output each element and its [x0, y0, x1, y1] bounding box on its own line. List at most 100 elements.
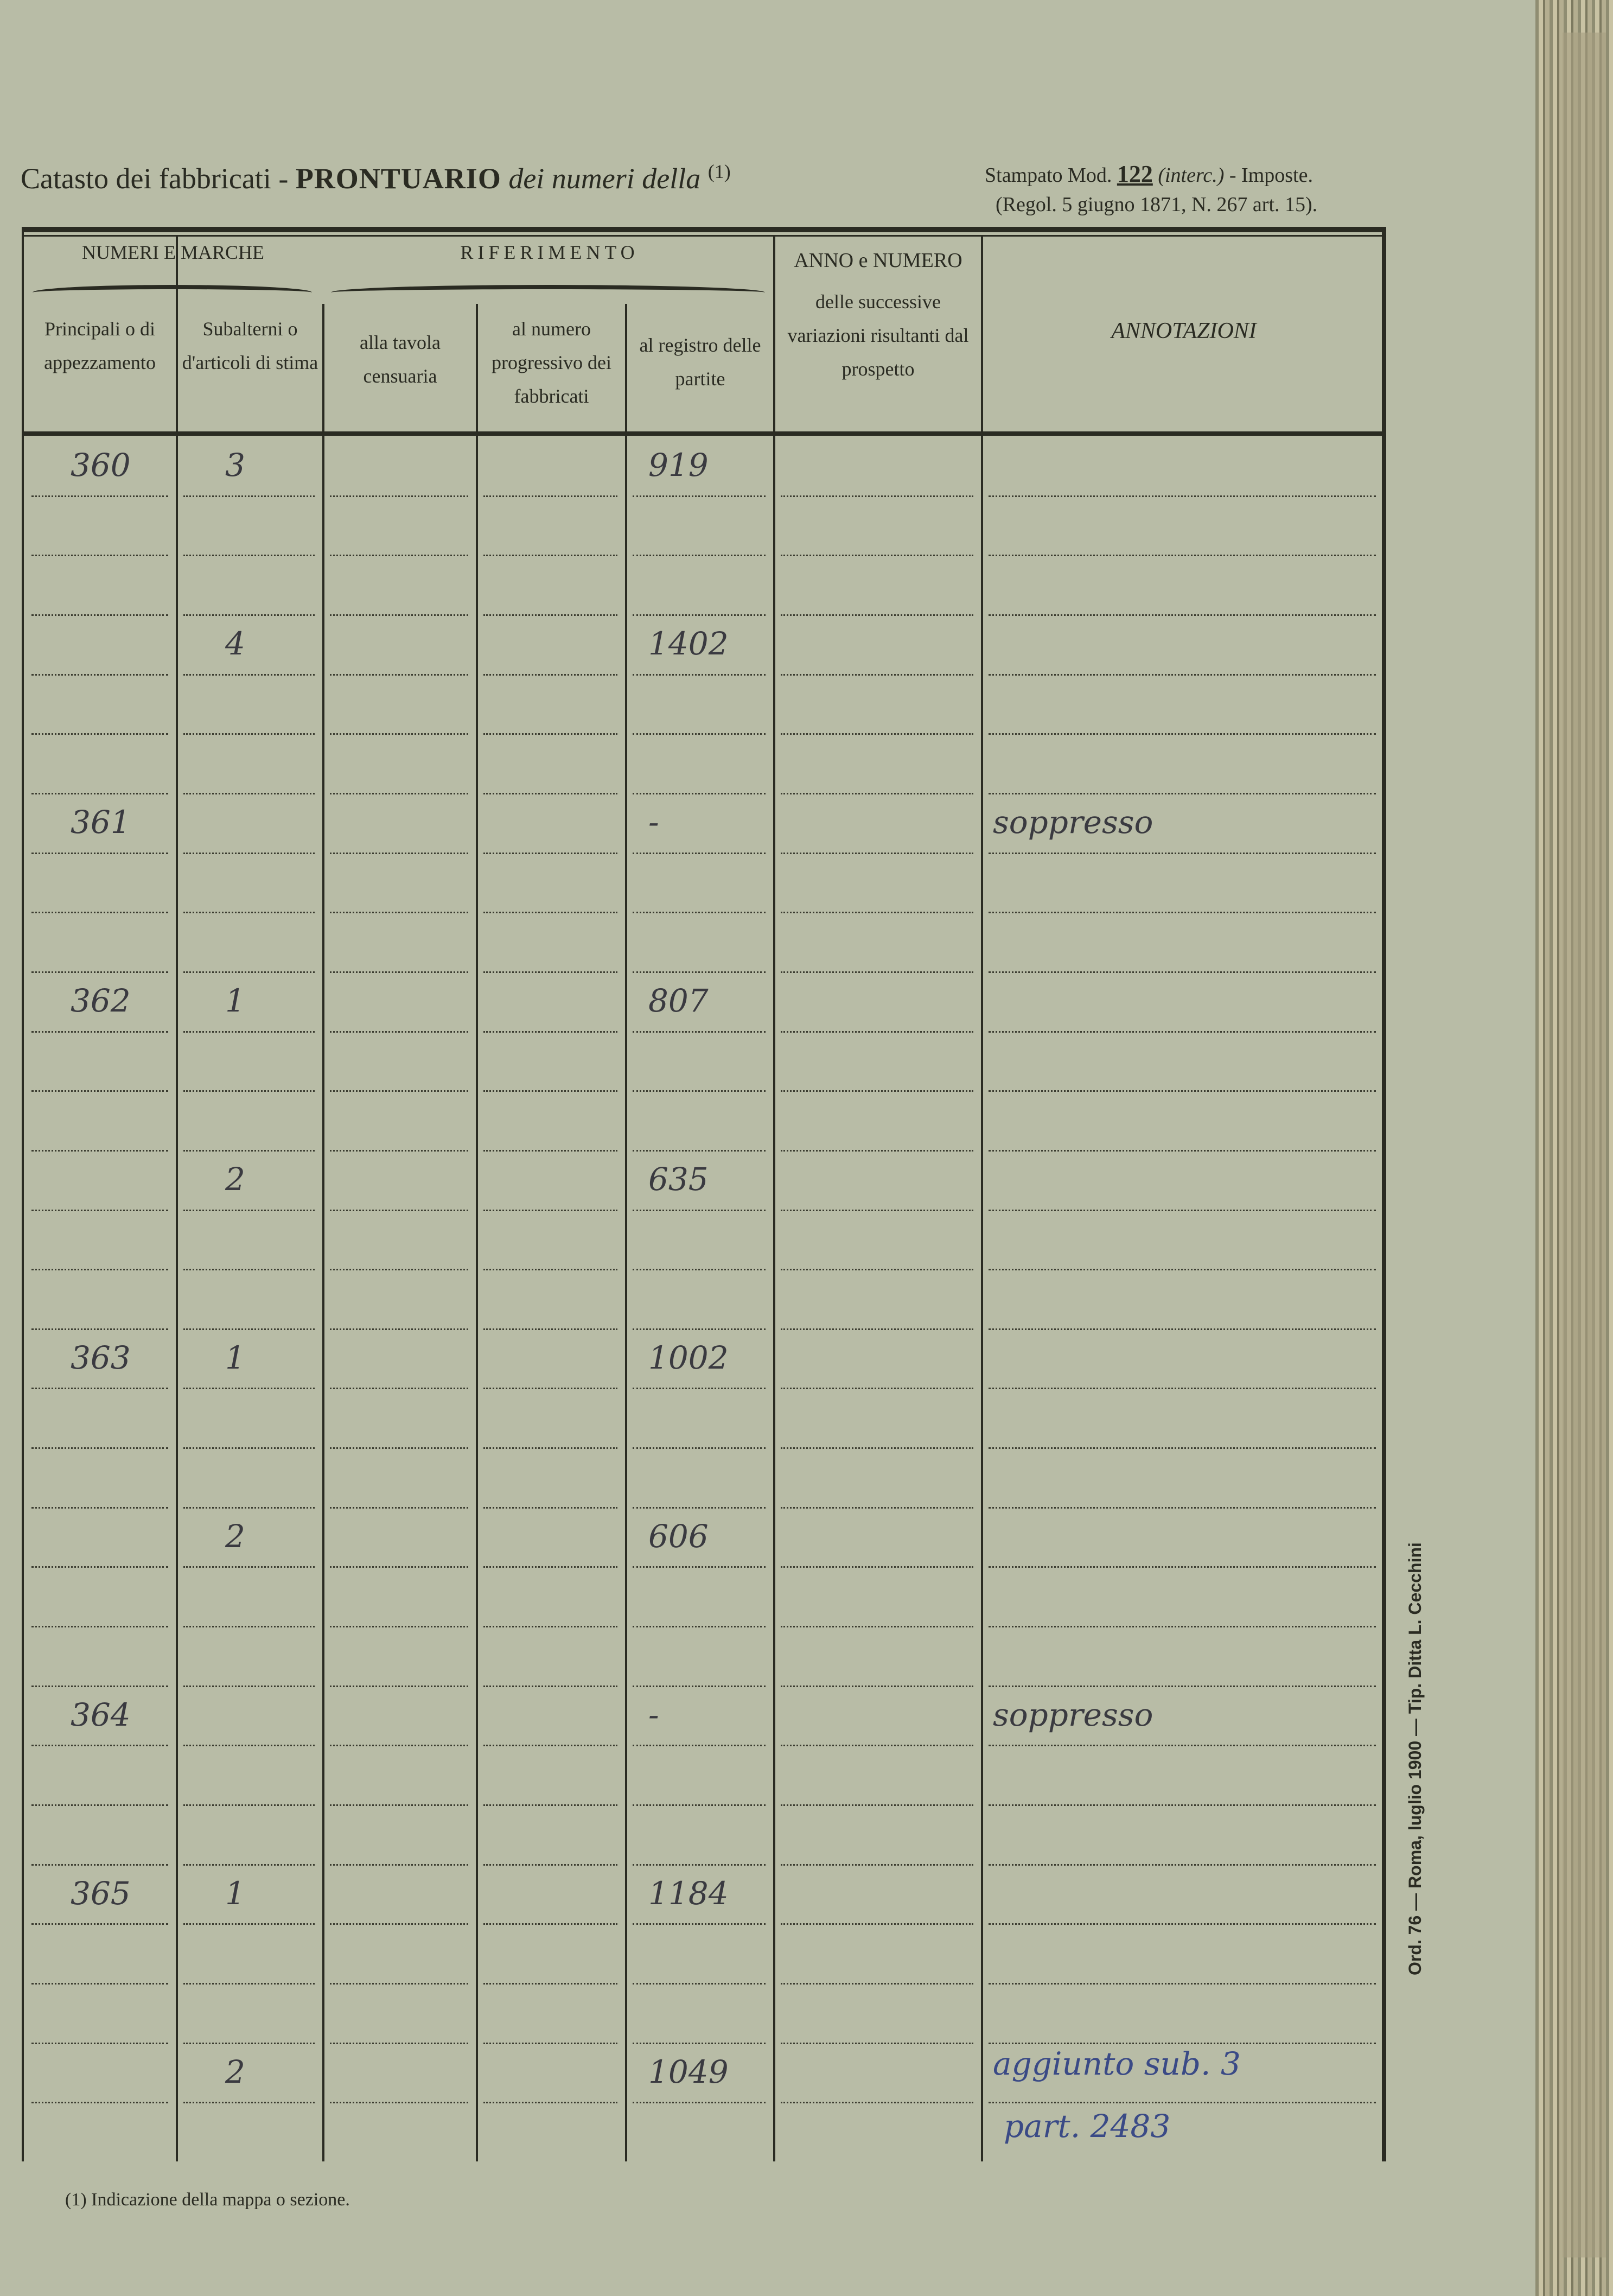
- row-rule: [633, 1864, 766, 1866]
- row-rule: [31, 912, 168, 913]
- column-divider: [625, 304, 627, 2161]
- row-rule: [31, 1745, 168, 1746]
- row-rule: [330, 2043, 468, 2044]
- row-rule: [183, 793, 315, 794]
- row-rule: [989, 1923, 1376, 1925]
- entry-subalterno: 1: [225, 1875, 245, 1912]
- row-rule: [483, 1447, 617, 1449]
- regulation-ref: (Regol. 5 giugno 1871, N. 267 art. 15).: [996, 193, 1318, 216]
- row-rule: [781, 1388, 973, 1389]
- row-rule: [330, 793, 468, 794]
- row-rule: [330, 1031, 468, 1033]
- row-rule: [330, 912, 468, 913]
- row-rule: [483, 1804, 617, 1806]
- row-rule: [31, 1983, 168, 1985]
- row-rule: [183, 1804, 315, 1806]
- entry-partita: 635: [648, 1161, 709, 1198]
- row-rule: [781, 674, 973, 676]
- row-rule: [781, 614, 973, 616]
- entry-subalterno: 1: [225, 982, 245, 1019]
- document-title: Catasto dei fabbricati - PRONTUARIO dei …: [21, 160, 731, 195]
- entry-principale: 361: [71, 804, 131, 841]
- row-rule: [330, 853, 468, 854]
- row-rule: [483, 1507, 617, 1509]
- row-rule: [781, 793, 973, 794]
- row-rule: [483, 1864, 617, 1866]
- entry-annotazione: soppresso: [993, 804, 1153, 841]
- row-rule: [330, 1566, 468, 1568]
- row-rule: [183, 912, 315, 913]
- row-rule: [183, 1210, 315, 1211]
- row-rule: [183, 1328, 315, 1330]
- row-rule: [989, 733, 1376, 735]
- row-rule: [781, 2102, 973, 2103]
- row-rule: [781, 912, 973, 913]
- row-rule: [183, 674, 315, 676]
- row-rule: [989, 1447, 1376, 1449]
- column-divider: [981, 235, 983, 2161]
- row-rule: [633, 1566, 766, 1568]
- entry-principale: 364: [71, 1696, 131, 1733]
- document-page: [0, 0, 1535, 2296]
- row-rule: [633, 555, 766, 556]
- row-rule: [183, 1388, 315, 1389]
- row-rule: [330, 1388, 468, 1389]
- row-rule: [989, 1388, 1376, 1389]
- row-rule: [330, 1686, 468, 1687]
- row-rule: [31, 1626, 168, 1627]
- entry-principale: 365: [71, 1875, 131, 1912]
- row-rule: [31, 1090, 168, 1092]
- row-rule: [31, 1507, 168, 1509]
- row-rule: [483, 1150, 617, 1152]
- header-annotazioni: ANNOTAZIONI: [1111, 319, 1257, 344]
- row-rule: [781, 733, 973, 735]
- column-divider: [322, 304, 324, 2161]
- row-rule: [781, 1447, 973, 1449]
- row-rule: [989, 1626, 1376, 1627]
- row-rule: [183, 1507, 315, 1509]
- row-rule: [31, 1804, 168, 1806]
- row-rule: [989, 2043, 1376, 2044]
- row-rule: [989, 1090, 1376, 1092]
- row-rule: [483, 1031, 617, 1033]
- entry-annotazione-2: part. 2483: [1004, 2107, 1171, 2145]
- header-principali: Principali o di appezzamento: [44, 318, 156, 373]
- row-rule: [989, 1150, 1376, 1152]
- row-rule: [183, 1090, 315, 1092]
- row-rule: [633, 674, 766, 676]
- row-rule: [633, 853, 766, 854]
- header-bottom-rule: [22, 431, 1386, 436]
- row-rule: [781, 853, 973, 854]
- row-rule: [633, 1388, 766, 1389]
- row-rule: [31, 1150, 168, 1152]
- row-rule: [483, 1626, 617, 1627]
- row-rule: [781, 1150, 973, 1152]
- row-rule: [633, 1328, 766, 1330]
- row-rule: [330, 1507, 468, 1509]
- row-rule: [633, 1745, 766, 1746]
- entry-subalterno: 3: [225, 447, 245, 484]
- row-rule: [31, 793, 168, 794]
- row-rule: [183, 614, 315, 616]
- row-rule: [633, 1090, 766, 1092]
- row-rule: [781, 495, 973, 497]
- row-rule: [330, 971, 468, 973]
- stamp-number: 122: [1117, 161, 1153, 187]
- header-anno-sub: delle successive variazioni risultanti d…: [787, 291, 969, 380]
- row-rule: [633, 1626, 766, 1627]
- row-rule: [183, 1269, 315, 1270]
- row-rule: [483, 614, 617, 616]
- row-rule: [330, 733, 468, 735]
- row-rule: [781, 1804, 973, 1806]
- row-rule: [183, 495, 315, 497]
- title-bold: PRONTUARIO: [295, 162, 501, 195]
- row-rule: [330, 1864, 468, 1866]
- row-rule: [330, 614, 468, 616]
- row-rule: [31, 1210, 168, 1211]
- row-rule: [781, 1745, 973, 1746]
- row-rule: [483, 793, 617, 794]
- row-rule: [781, 1090, 973, 1092]
- row-rule: [989, 1864, 1376, 1866]
- row-rule: [989, 971, 1376, 973]
- row-rule: [183, 1745, 315, 1746]
